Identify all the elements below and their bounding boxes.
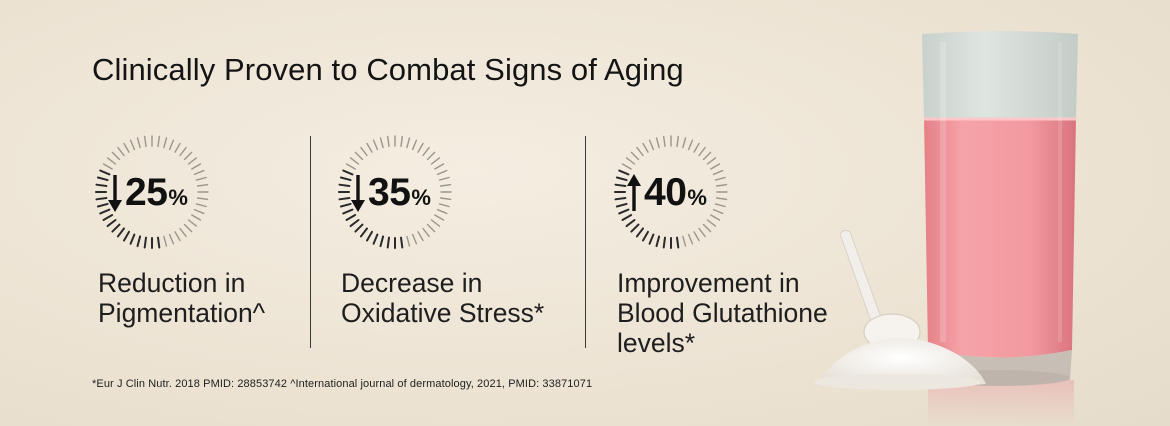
arrow-down-icon (351, 175, 365, 212)
page-title: Clinically Proven to Combat Signs of Agi… (92, 52, 684, 87)
footnote-citations: *Eur J Clin Nutr. 2018 PMID: 28853742 ^I… (92, 378, 593, 390)
stat-unit: % (411, 185, 431, 210)
product-image (814, 31, 1078, 426)
divider (310, 136, 311, 348)
stat-label: Reduction in Pigmentation^ (98, 268, 266, 328)
stat-number: 40 (644, 171, 687, 214)
stat-value: 25 % (107, 171, 188, 215)
stat-label: Improvement in Blood Glutathione levels* (617, 268, 828, 358)
divider (585, 136, 586, 348)
dial-ring-icon (614, 135, 728, 249)
stat-unit: % (168, 185, 188, 210)
dial-ring-icon (95, 135, 209, 249)
dial-ring-icon (338, 135, 452, 249)
arrow-down-icon (108, 175, 122, 212)
arrow-up-icon (627, 174, 641, 211)
stat-value: 35 % (350, 171, 431, 215)
stat-unit: % (687, 185, 707, 210)
stat-number: 25 (125, 171, 168, 214)
stat-value: 40 % (626, 171, 707, 215)
stat-number: 35 (368, 171, 411, 214)
stat-label: Decrease in Oxidative Stress* (341, 268, 545, 328)
